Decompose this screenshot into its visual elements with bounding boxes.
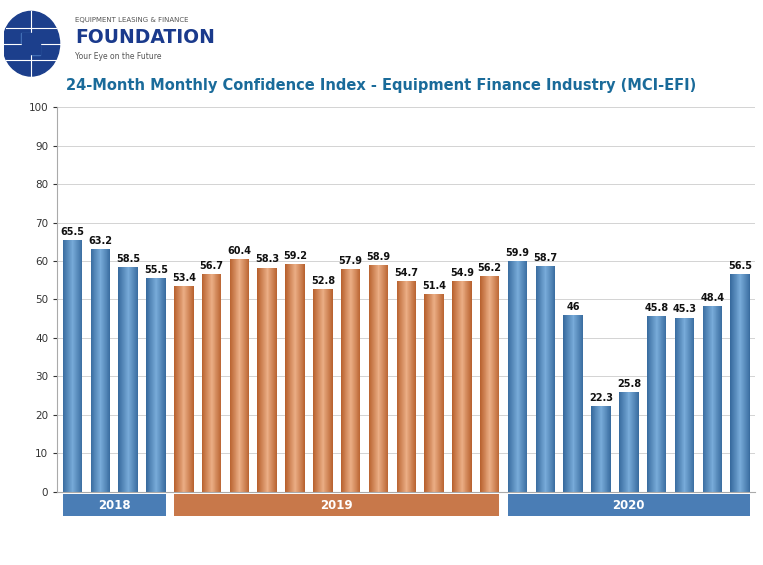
Text: 65.5: 65.5 [60, 227, 85, 237]
Text: 56.5: 56.5 [728, 262, 752, 271]
Text: Your Eye on the Future: Your Eye on the Future [75, 52, 161, 61]
Text: 63.2: 63.2 [89, 236, 112, 246]
Bar [21, 33, 30, 43]
Text: FOUNDATION: FOUNDATION [75, 28, 214, 47]
Text: 45.8: 45.8 [645, 302, 668, 312]
Text: 25.8: 25.8 [617, 379, 641, 389]
Text: EQUIPMENT LEASING & FINANCE: EQUIPMENT LEASING & FINANCE [75, 17, 188, 23]
Text: 58.7: 58.7 [533, 253, 558, 263]
Text: 60.4: 60.4 [227, 246, 252, 257]
Text: 55.5: 55.5 [144, 265, 168, 275]
Text: 58.5: 58.5 [116, 254, 140, 264]
Text: 46: 46 [566, 302, 580, 312]
Text: 22.3: 22.3 [589, 393, 613, 403]
Text: 45.3: 45.3 [672, 305, 697, 315]
Text: 24-Month Monthly Confidence Index - Equipment Finance Industry (MCI-EFI): 24-Month Monthly Confidence Index - Equi… [66, 78, 697, 93]
Text: 56.2: 56.2 [478, 263, 502, 272]
Text: 54.9: 54.9 [450, 268, 474, 277]
Text: 53.4: 53.4 [172, 273, 196, 283]
Text: 57.9: 57.9 [339, 256, 362, 266]
Text: 59.2: 59.2 [283, 251, 307, 261]
Text: 58.9: 58.9 [366, 252, 391, 262]
Text: 51.4: 51.4 [422, 281, 446, 291]
Text: 2020: 2020 [613, 498, 645, 512]
Text: 2019: 2019 [320, 498, 353, 512]
Text: 52.8: 52.8 [311, 276, 335, 286]
Text: 54.7: 54.7 [394, 268, 418, 279]
Bar [22, 33, 40, 54]
Text: 59.9: 59.9 [506, 249, 530, 258]
Text: 2018: 2018 [98, 498, 130, 512]
Text: 48.4: 48.4 [700, 293, 724, 302]
Text: 56.7: 56.7 [200, 260, 224, 271]
Bar [32, 45, 40, 55]
Circle shape [2, 11, 60, 76]
Text: 58.3: 58.3 [255, 254, 279, 264]
